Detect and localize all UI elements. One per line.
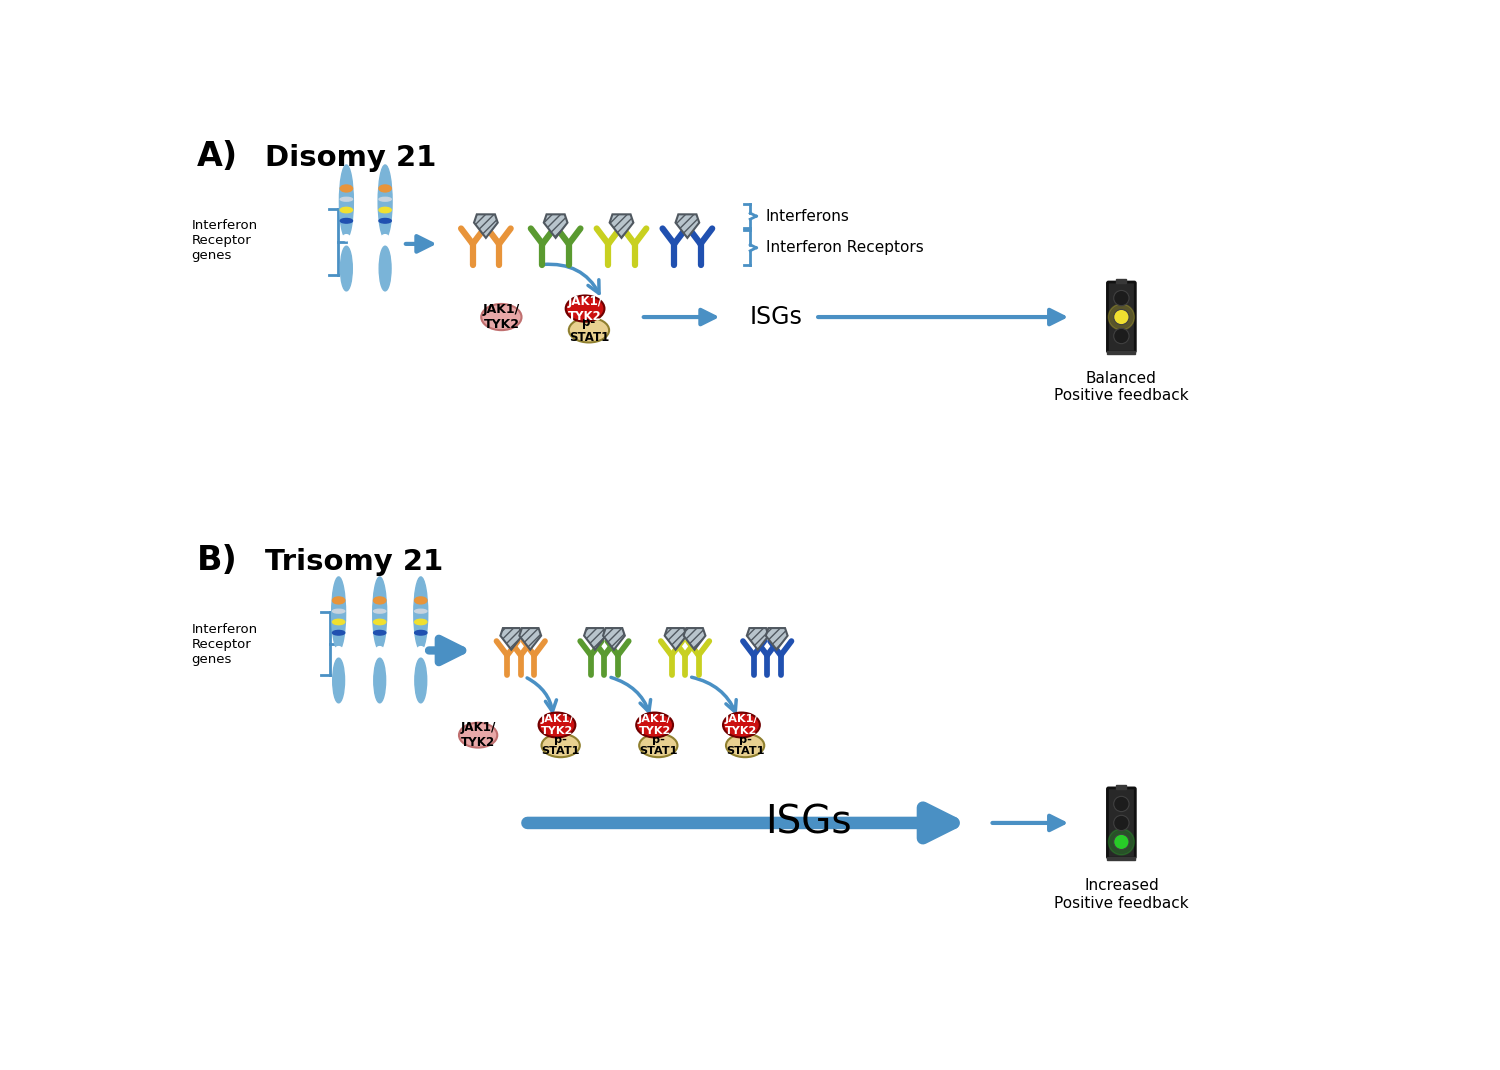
Polygon shape <box>519 628 542 649</box>
Text: Interferon
Receptor
genes: Interferon Receptor genes <box>192 623 258 666</box>
Ellipse shape <box>414 630 428 636</box>
Polygon shape <box>603 628 625 649</box>
Ellipse shape <box>332 577 345 651</box>
Text: ISGs: ISGs <box>765 804 852 842</box>
Ellipse shape <box>374 609 386 613</box>
Ellipse shape <box>378 165 392 239</box>
Polygon shape <box>544 214 567 238</box>
Ellipse shape <box>380 246 392 291</box>
Ellipse shape <box>340 208 352 213</box>
Bar <box>1116 784 1126 789</box>
Text: ISGs: ISGs <box>750 305 802 330</box>
Bar <box>1107 351 1136 354</box>
Circle shape <box>1108 304 1134 330</box>
Ellipse shape <box>726 734 765 758</box>
Circle shape <box>1113 815 1130 830</box>
Ellipse shape <box>339 165 354 239</box>
Ellipse shape <box>372 577 387 651</box>
Ellipse shape <box>414 597 428 603</box>
Circle shape <box>1108 829 1134 855</box>
FancyBboxPatch shape <box>1107 282 1136 352</box>
Ellipse shape <box>417 646 424 653</box>
Text: p-
STAT1: p- STAT1 <box>568 316 609 345</box>
Text: JAK1/
TYK2: JAK1/ TYK2 <box>724 714 758 736</box>
Ellipse shape <box>333 630 345 636</box>
Ellipse shape <box>374 630 386 636</box>
Ellipse shape <box>333 658 345 703</box>
Ellipse shape <box>568 318 609 342</box>
Ellipse shape <box>333 609 345 613</box>
Ellipse shape <box>374 658 386 703</box>
Ellipse shape <box>380 208 392 213</box>
Ellipse shape <box>340 185 352 192</box>
Text: p-
STAT1: p- STAT1 <box>726 735 765 756</box>
Polygon shape <box>584 628 606 649</box>
Ellipse shape <box>340 246 352 291</box>
Text: Trisomy 21: Trisomy 21 <box>266 548 444 576</box>
Text: Increased
Positive feedback: Increased Positive feedback <box>1054 878 1188 911</box>
Ellipse shape <box>374 597 386 603</box>
Text: A): A) <box>196 140 238 173</box>
Text: B): B) <box>196 545 237 577</box>
Polygon shape <box>664 628 687 649</box>
Text: p-
STAT1: p- STAT1 <box>542 735 580 756</box>
Ellipse shape <box>333 620 345 625</box>
Ellipse shape <box>636 713 674 737</box>
Polygon shape <box>609 214 633 238</box>
Polygon shape <box>684 628 705 649</box>
Text: p-
STAT1: p- STAT1 <box>639 735 678 756</box>
Polygon shape <box>474 214 498 238</box>
Polygon shape <box>501 628 522 649</box>
Ellipse shape <box>416 658 426 703</box>
Ellipse shape <box>340 218 352 224</box>
Ellipse shape <box>380 197 392 201</box>
Text: JAK1/
TYK2: JAK1/ TYK2 <box>460 721 496 749</box>
Text: Interferons: Interferons <box>765 209 849 224</box>
Text: Disomy 21: Disomy 21 <box>266 143 436 172</box>
Ellipse shape <box>376 646 382 653</box>
Text: Interferon Receptors: Interferon Receptors <box>765 241 924 256</box>
Circle shape <box>1113 796 1130 811</box>
Circle shape <box>1113 309 1130 324</box>
Ellipse shape <box>482 304 522 331</box>
Text: Interferon
Receptor
genes: Interferon Receptor genes <box>192 218 258 261</box>
Ellipse shape <box>340 197 352 201</box>
Ellipse shape <box>333 597 345 603</box>
Bar <box>1107 857 1136 860</box>
Ellipse shape <box>538 713 576 737</box>
Text: Balanced
Positive feedback: Balanced Positive feedback <box>1054 371 1188 403</box>
Circle shape <box>1113 290 1130 306</box>
Ellipse shape <box>414 620 428 625</box>
Ellipse shape <box>566 295 604 322</box>
Text: JAK1/
TYK2: JAK1/ TYK2 <box>483 303 520 331</box>
Circle shape <box>1113 328 1130 343</box>
Text: JAK1/
TYK2: JAK1/ TYK2 <box>638 714 672 736</box>
Text: JAK1/
TYK2: JAK1/ TYK2 <box>567 294 603 322</box>
Ellipse shape <box>344 234 350 241</box>
FancyBboxPatch shape <box>1107 788 1136 858</box>
Ellipse shape <box>334 646 342 653</box>
Ellipse shape <box>381 234 388 241</box>
Ellipse shape <box>459 722 498 748</box>
Ellipse shape <box>542 734 580 758</box>
Ellipse shape <box>380 218 392 224</box>
Ellipse shape <box>639 734 678 758</box>
Text: JAK1/
TYK2: JAK1/ TYK2 <box>540 714 574 736</box>
Circle shape <box>1113 835 1130 850</box>
Ellipse shape <box>380 185 392 192</box>
Ellipse shape <box>723 713 760 737</box>
Polygon shape <box>766 628 788 649</box>
Polygon shape <box>747 628 768 649</box>
Bar <box>1116 279 1126 284</box>
Ellipse shape <box>414 609 428 613</box>
Polygon shape <box>675 214 699 238</box>
Ellipse shape <box>414 577 428 651</box>
Ellipse shape <box>374 620 386 625</box>
